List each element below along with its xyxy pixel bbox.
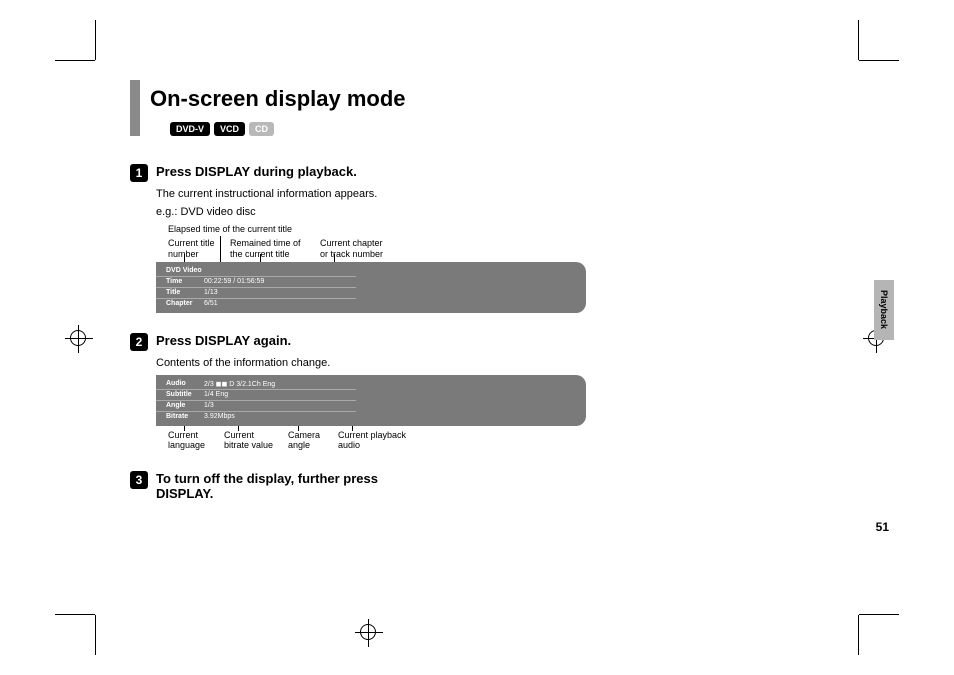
osd2-v2: 1/3 (204, 402, 214, 409)
label-elapsed: Elapsed time of the current title (168, 224, 596, 234)
osd2-k3: Bitrate (166, 413, 204, 420)
osd1-v0: 00:22:59 / 01:56:59 (204, 278, 264, 285)
step-2-desc: Contents of the information change. (156, 357, 830, 369)
osd1-header: DVD Video (166, 267, 204, 274)
osd1-k0: Time (166, 278, 204, 285)
label-audio: Current playback audio (338, 430, 406, 452)
badge-vcd: VCD (214, 122, 245, 136)
badge-cd: CD (249, 122, 274, 136)
osd1-v1: 1/13 (204, 289, 218, 296)
step-1-title: Press DISPLAY during playback. (156, 164, 357, 179)
badge-dvdv: DVD-V (170, 122, 210, 136)
step-2: 2 Press DISPLAY again. Contents of the i… (130, 333, 830, 452)
label-lang: Current language (168, 430, 224, 452)
registration-mark-bottom (360, 624, 376, 640)
step-3-title: To turn off the display, further press D… (156, 471, 416, 501)
step-2-title: Press DISPLAY again. (156, 333, 291, 348)
title-accent (130, 80, 140, 136)
registration-mark-left (70, 330, 86, 346)
page-title: On-screen display mode (150, 80, 406, 116)
step-1-eg: e.g.: DVD video disc (156, 206, 830, 218)
step-1-num: 1 (130, 164, 148, 182)
page-number: 51 (876, 520, 889, 534)
step-2-num: 2 (130, 333, 148, 351)
osd-box-1: DVD Video Time00:22:59 / 01:56:59 Title1… (156, 262, 586, 313)
osd2-v1: 1/4 Eng (204, 391, 228, 398)
label-angle: Camera angle (288, 430, 338, 452)
osd2-k2: Angle (166, 402, 204, 409)
step-3-num: 3 (130, 471, 148, 489)
osd1-k1: Title (166, 289, 204, 296)
title-bar: On-screen display mode DVD-V VCD CD (130, 80, 830, 136)
osd2-v3: 3.92Mbps (204, 413, 235, 420)
step-1-desc: The current instructional information ap… (156, 188, 830, 200)
osd-diagram-2: Audio2/3 ◼◼ D 3/2.1Ch Eng Subtitle1/4 En… (156, 375, 596, 452)
osd2-v0: 2/3 ◼◼ D 3/2.1Ch Eng (204, 380, 275, 388)
step-1: 1 Press DISPLAY during playback. The cur… (130, 164, 830, 313)
label-remained: Remained time of the current title (230, 238, 320, 260)
osd-box-2: Audio2/3 ◼◼ D 3/2.1Ch Eng Subtitle1/4 En… (156, 375, 586, 426)
page-content: On-screen display mode DVD-V VCD CD 1 Pr… (130, 80, 830, 521)
osd1-v2: 6/51 (204, 300, 218, 307)
disc-badges: DVD-V VCD CD (170, 122, 406, 136)
label-chapter: Current chapter or track number (320, 238, 383, 260)
label-bitrate: Current bitrate value (224, 430, 288, 452)
osd2-k1: Subtitle (166, 391, 204, 398)
osd2-k0: Audio (166, 380, 204, 387)
step-3: 3 To turn off the display, further press… (130, 471, 830, 501)
osd1-k2: Chapter (166, 300, 204, 307)
section-tab: Playback (874, 280, 894, 340)
osd-diagram-1: Elapsed time of the current title Curren… (156, 224, 596, 313)
section-tab-label: Playback (879, 290, 889, 329)
